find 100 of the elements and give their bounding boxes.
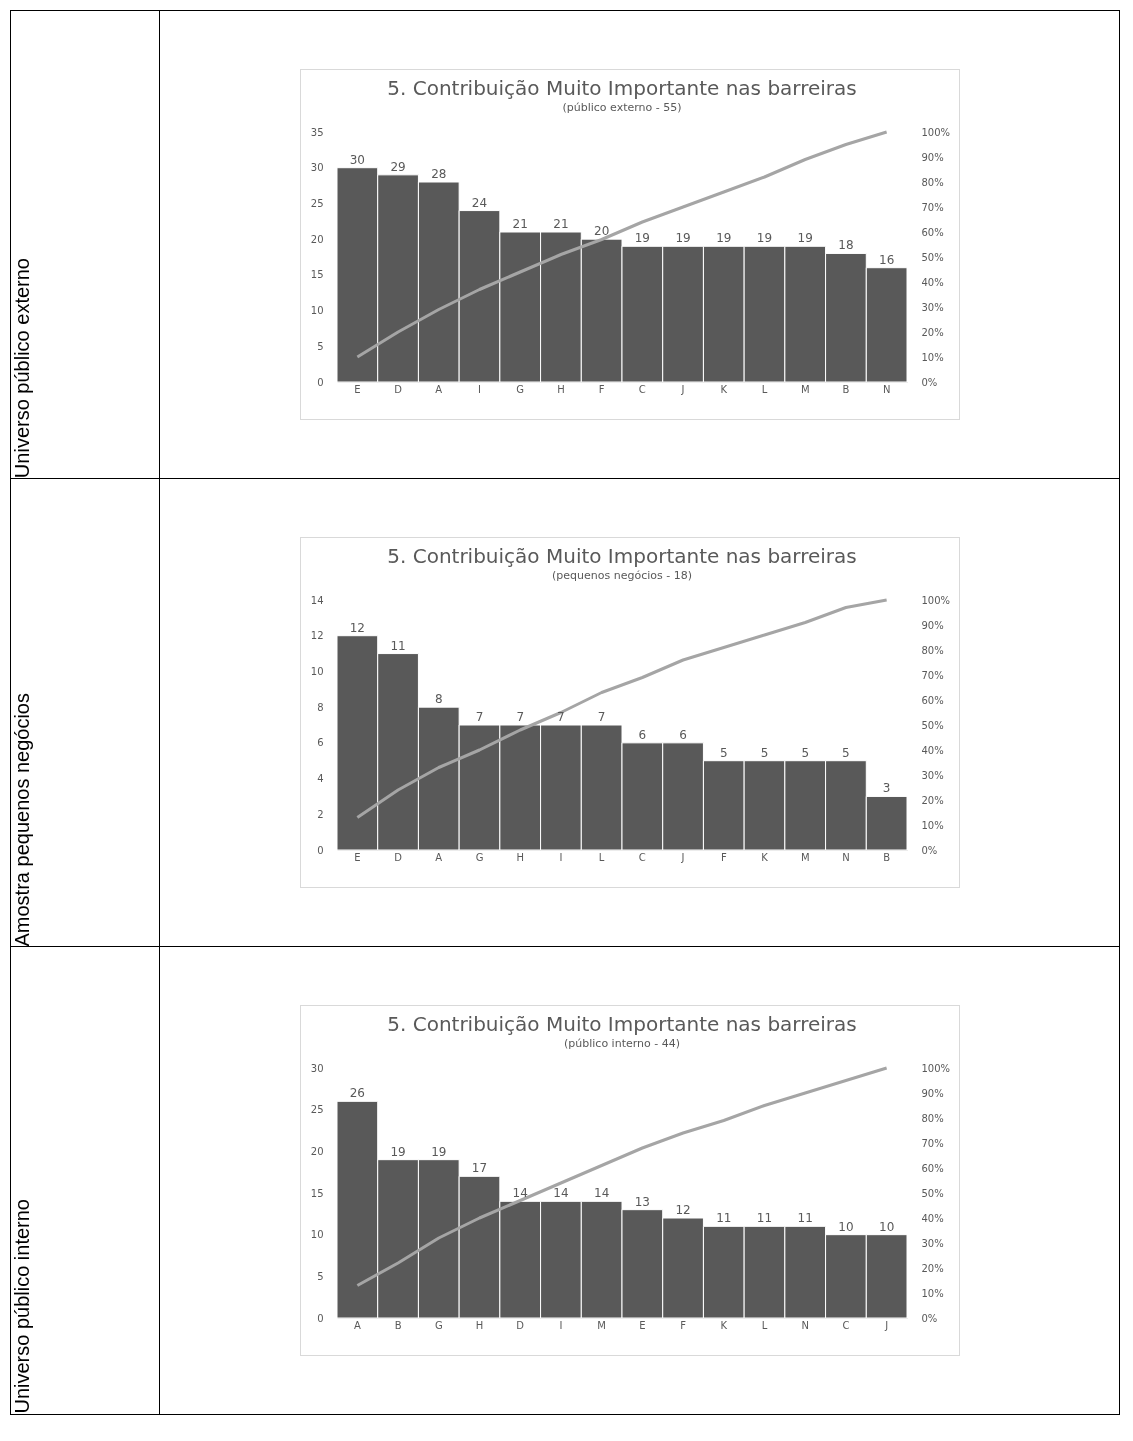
x-tick-label: K bbox=[761, 851, 769, 863]
y2-tick-label: 80% bbox=[921, 644, 944, 656]
y2-tick-label: 60% bbox=[921, 226, 944, 238]
x-tick-label: B bbox=[842, 383, 850, 395]
x-tick-label: D bbox=[516, 1319, 525, 1331]
y2-tick-label: 30% bbox=[921, 769, 944, 781]
data-label: 7 bbox=[557, 710, 565, 724]
x-tick-label: G bbox=[434, 1319, 443, 1331]
y2-tick-label: 80% bbox=[921, 176, 944, 188]
y2-tick-label: 70% bbox=[921, 1137, 944, 1149]
y2-tick-label: 40% bbox=[921, 744, 944, 756]
data-label: 6 bbox=[679, 727, 687, 742]
x-tick-label: M bbox=[597, 1319, 606, 1331]
data-label: 16 bbox=[879, 252, 895, 267]
x-tick-label: M bbox=[800, 851, 810, 863]
x-tick-label: D bbox=[394, 851, 403, 863]
y-tick-label: 0 bbox=[317, 844, 324, 856]
x-tick-label: H bbox=[475, 1319, 484, 1331]
y2-tick-label: 90% bbox=[921, 1087, 944, 1099]
data-label: 14 bbox=[553, 1186, 569, 1201]
y-tick-label: 0 bbox=[317, 376, 324, 388]
data-label: 24 bbox=[471, 195, 488, 210]
data-label: 7 bbox=[475, 710, 484, 724]
y-tick-label: 12 bbox=[310, 630, 324, 642]
x-tick-label: I bbox=[478, 383, 481, 395]
y2-tick-label: 70% bbox=[921, 201, 944, 213]
x-tick-label: L bbox=[761, 1319, 768, 1331]
data-label: 3 bbox=[882, 781, 891, 796]
x-tick-label: L bbox=[598, 851, 605, 863]
data-label: 10 bbox=[838, 1219, 854, 1234]
data-label: 11 bbox=[756, 1211, 773, 1226]
x-tick-label: G bbox=[475, 851, 484, 863]
data-label: 12 bbox=[349, 620, 365, 635]
y2-tick-label: 50% bbox=[921, 1187, 944, 1199]
data-label: 14 bbox=[512, 1186, 528, 1201]
y-tick-label: 25 bbox=[310, 1104, 324, 1116]
data-label: 5 bbox=[760, 745, 769, 760]
y-tick-label: 35 bbox=[310, 126, 324, 138]
data-label: 6 bbox=[638, 727, 647, 742]
y2-tick-label: 60% bbox=[921, 694, 944, 706]
y-tick-label: 20 bbox=[310, 1145, 324, 1157]
data-label: 7 bbox=[516, 710, 525, 724]
data-label: 21 bbox=[553, 217, 569, 231]
x-tick-label: F bbox=[680, 1319, 687, 1331]
x-tick-label: G bbox=[516, 383, 525, 395]
x-tick-label: A bbox=[353, 1319, 361, 1331]
x-tick-label: L bbox=[761, 383, 768, 395]
y-tick-label: 15 bbox=[310, 1187, 324, 1199]
x-tick-label: J bbox=[680, 383, 685, 395]
x-tick-label: C bbox=[842, 1319, 850, 1331]
x-tick-label: E bbox=[354, 383, 361, 395]
y2-tick-label: 40% bbox=[921, 276, 944, 288]
y-tick-label: 5 bbox=[317, 1270, 324, 1282]
y2-tick-label: 30% bbox=[921, 1237, 944, 1249]
x-tick-label: A bbox=[435, 383, 443, 395]
data-label: 20 bbox=[594, 224, 610, 239]
data-label: 29 bbox=[390, 159, 406, 174]
x-tick-label: H bbox=[557, 383, 565, 395]
x-tick-label: H bbox=[516, 851, 524, 863]
y2-tick-label: 50% bbox=[921, 719, 944, 731]
y2-tick-label: 90% bbox=[921, 619, 944, 631]
data-label: 11 bbox=[390, 638, 406, 653]
y-tick-label: 14 bbox=[310, 594, 324, 606]
y-tick-label: 6 bbox=[317, 737, 324, 749]
y2-tick-label: 50% bbox=[921, 251, 944, 263]
y2-tick-label: 100% bbox=[921, 126, 951, 138]
chart-title: 5. Contribuição Muito Importante nas barreiras bbox=[387, 544, 857, 568]
data-label: 28 bbox=[431, 167, 447, 181]
data-label: 17 bbox=[471, 1161, 488, 1176]
data-label: 5 bbox=[801, 745, 810, 760]
y2-tick-label: 10% bbox=[921, 1287, 944, 1299]
x-tick-label: B bbox=[883, 851, 891, 863]
y-tick-label: 10 bbox=[310, 665, 324, 677]
data-label: 12 bbox=[675, 1203, 691, 1217]
text: Amostra pequenos negócios bbox=[11, 692, 33, 946]
x-tick-label: D bbox=[394, 383, 403, 395]
y2-tick-label: 0% bbox=[921, 844, 938, 856]
y-tick-label: 15 bbox=[310, 269, 324, 281]
x-tick-label: J bbox=[680, 851, 685, 863]
y2-tick-label: 40% bbox=[921, 1212, 944, 1224]
data-label: 19 bbox=[431, 1144, 447, 1159]
chart-title: 5. Contribuição Muito Importante nas barreiras bbox=[387, 76, 857, 100]
y2-tick-label: 20% bbox=[921, 1262, 944, 1274]
data-label: 7 bbox=[597, 710, 606, 724]
data-label: 19 bbox=[756, 231, 773, 246]
x-tick-label: N bbox=[842, 851, 850, 863]
y-tick-label: 4 bbox=[317, 773, 324, 785]
data-label: 8 bbox=[434, 692, 443, 707]
y-tick-label: 5 bbox=[317, 340, 324, 352]
y2-tick-label: 70% bbox=[921, 669, 944, 681]
y-tick-label: 25 bbox=[310, 197, 324, 209]
y-tick-label: 20 bbox=[310, 233, 324, 245]
data-label: 30 bbox=[349, 152, 365, 167]
data-label: 11 bbox=[716, 1211, 732, 1226]
y2-tick-label: 0% bbox=[921, 1312, 938, 1324]
x-tick-label: I bbox=[559, 851, 563, 863]
x-tick-label: K bbox=[720, 1319, 728, 1331]
data-label: 19 bbox=[797, 231, 813, 246]
x-tick-label: E bbox=[354, 851, 361, 863]
y2-tick-label: 100% bbox=[921, 594, 951, 606]
